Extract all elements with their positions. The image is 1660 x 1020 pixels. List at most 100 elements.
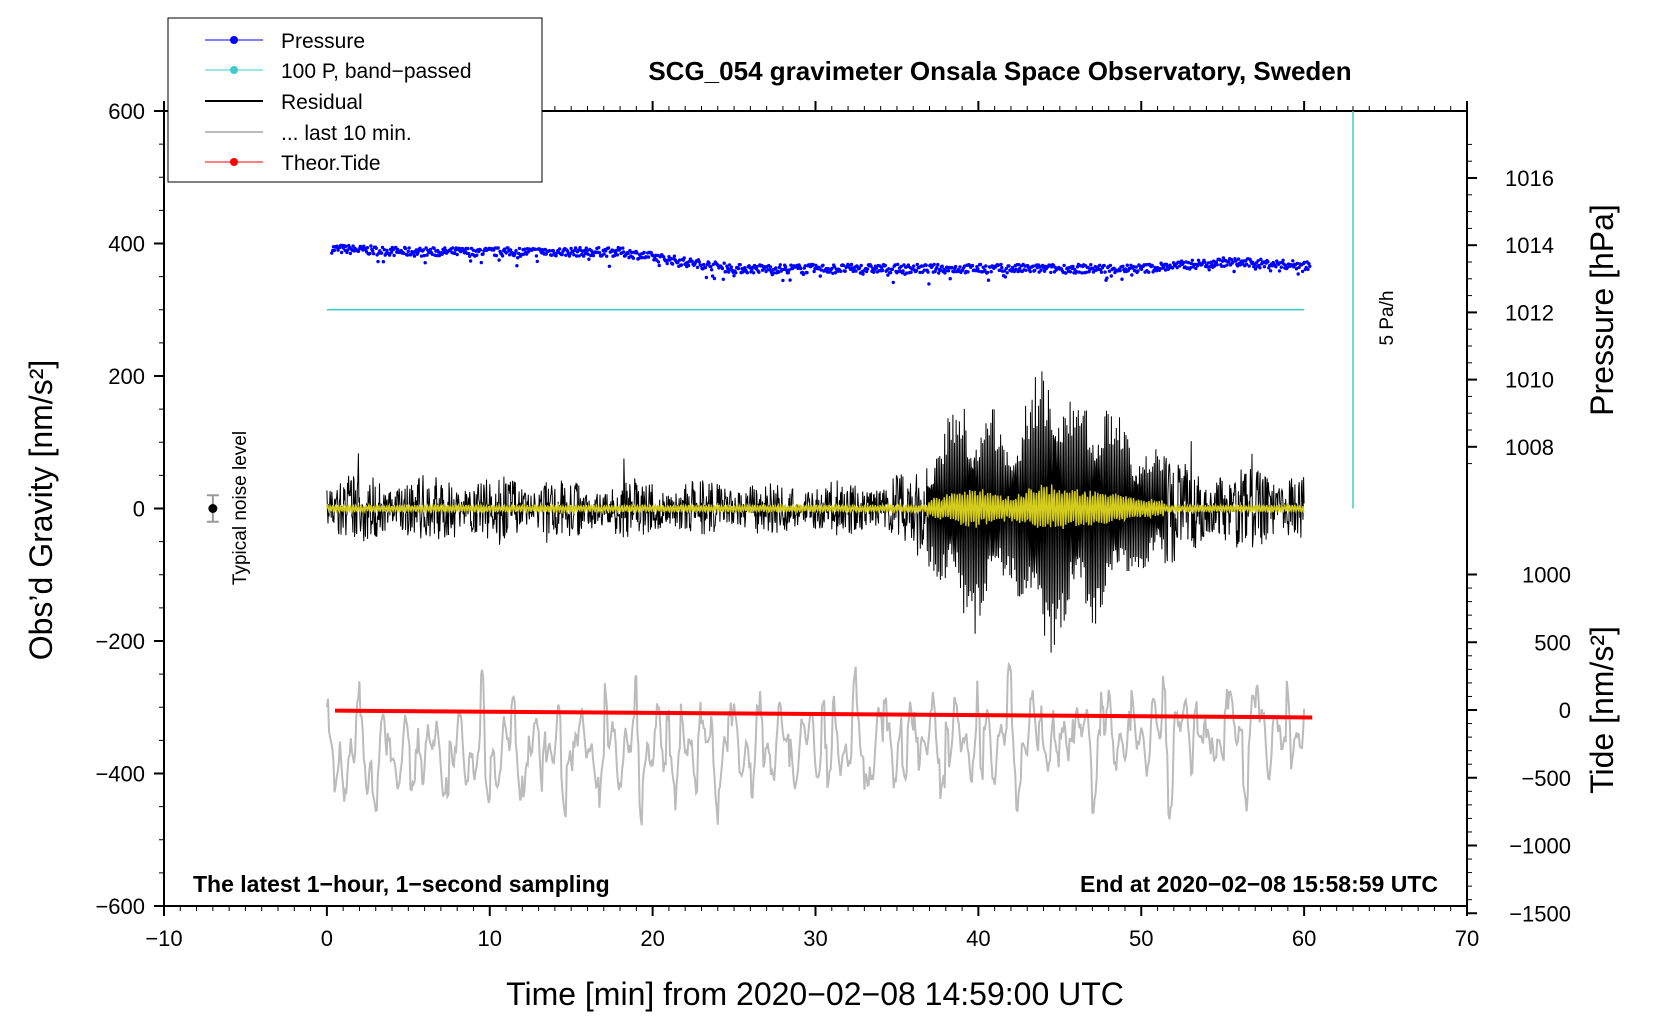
pressure-point (833, 271, 838, 275)
pressure-point (1181, 260, 1186, 265)
pressure-point (468, 254, 472, 258)
pressure-point (1194, 266, 1198, 271)
pressure-point (387, 253, 392, 257)
pressure-point (402, 251, 406, 256)
pressure-point (618, 246, 622, 251)
legend-bandpass: 100 P, band−passed (281, 60, 472, 83)
pressure-point (564, 253, 568, 257)
pressure-point (966, 270, 970, 274)
pressure-point (751, 271, 756, 275)
pressure-point (777, 265, 782, 270)
pressure-point (1064, 271, 1068, 275)
pressure-point (515, 264, 519, 268)
pressure-point (1236, 257, 1241, 261)
pressure-point (381, 260, 386, 264)
pressure-point (940, 264, 944, 268)
pressure-point (534, 254, 539, 258)
pressure-point (869, 264, 873, 268)
pressure-point (927, 282, 931, 286)
pressure-point (695, 265, 700, 270)
x-tick-label: 10 (478, 926, 502, 951)
pressure-point (832, 265, 837, 269)
pressure-point (697, 260, 701, 264)
pressure-point (395, 247, 400, 252)
footer-left: The latest 1−hour, 1−second sampling (193, 871, 610, 897)
pressure-point (602, 252, 606, 256)
x-axis-label: Time [min] from 2020−02−08 14:59:00 UTC (506, 976, 1124, 1012)
pressure-point (1175, 265, 1179, 270)
pressure-point (1120, 277, 1124, 281)
pressure-point (452, 251, 457, 255)
pressure-point (336, 248, 340, 252)
pressure-point (421, 248, 426, 252)
pressure-point (1227, 260, 1231, 264)
pressure-point (1274, 265, 1278, 269)
pressure-point (1225, 263, 1229, 267)
pressure-axis-label: Pressure [hPa] (1584, 204, 1620, 416)
pressure-point (468, 259, 473, 263)
pressure-point (985, 270, 990, 275)
pressure-point (535, 259, 539, 264)
pressure-point (582, 248, 587, 253)
pressure-point (722, 261, 726, 265)
pressure-point (755, 264, 759, 269)
pressure-point (799, 266, 803, 271)
pressure-point (604, 249, 608, 253)
pressure-point (821, 263, 825, 267)
pressure-point (786, 271, 790, 275)
pressure-point (906, 263, 911, 267)
x-tick-label: 20 (640, 926, 664, 951)
pressure-point (419, 254, 424, 258)
pressure-point (1158, 267, 1162, 271)
pressure-point (682, 256, 686, 260)
pressure-point (435, 253, 439, 258)
series-last-10-min (325, 661, 1306, 826)
pressure-point (1073, 267, 1077, 272)
pressure-point (1121, 264, 1125, 268)
pressure-point (1134, 265, 1138, 269)
pressure-point (376, 259, 380, 264)
pressure-point (443, 246, 447, 250)
pressure-point (371, 249, 375, 253)
pressure-point (970, 263, 975, 268)
pressure-point (946, 269, 951, 273)
pressure-point (631, 256, 636, 260)
pressure-point (778, 263, 782, 267)
legend-pressure: Pressure (281, 30, 365, 53)
pressure-point (422, 253, 426, 258)
pressure-point (1068, 270, 1073, 274)
pressure-point (950, 265, 954, 270)
pressure-point (642, 250, 646, 255)
pressure-point (583, 251, 588, 256)
pressure-point (504, 251, 508, 255)
pressure-point (635, 251, 639, 255)
pressure-point (690, 259, 694, 263)
pressure-point (843, 269, 847, 273)
pressure-point (407, 246, 411, 250)
tide-tick-label: −1000 (1509, 834, 1571, 859)
x-tick-label: 50 (1129, 926, 1153, 951)
pressure-point (502, 247, 507, 251)
pressure-point (368, 251, 372, 256)
pressure-point (526, 250, 531, 254)
pressure-point (466, 246, 470, 251)
pressure-point (1136, 269, 1140, 273)
noise-level-marker (206, 494, 219, 523)
pressure-point (893, 263, 897, 267)
pressure-point (1150, 263, 1154, 268)
pressure-point (551, 249, 555, 253)
pressure-point (886, 273, 890, 277)
pressure-point (414, 248, 418, 252)
y-axis-ticks: 600 400 200 0 −200 −400 −600 (95, 99, 164, 919)
pressure-point (459, 249, 463, 254)
pressure-point (830, 266, 834, 271)
pressure-tick-label: 1016 (1505, 166, 1554, 191)
pressure-point (1178, 264, 1182, 268)
pressure-point (887, 267, 891, 271)
pressure-point (1005, 271, 1009, 275)
pressure-point (500, 254, 505, 258)
pressure-point (805, 270, 809, 275)
pressure-point (560, 252, 564, 257)
pressure-point (475, 253, 479, 257)
pressure-point (424, 246, 428, 250)
